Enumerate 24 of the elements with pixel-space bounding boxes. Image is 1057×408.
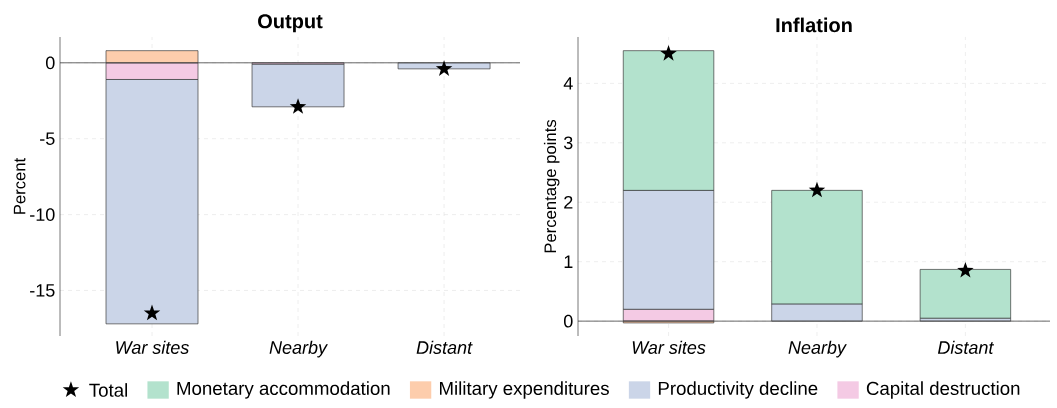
chart-title: Output bbox=[258, 14, 323, 33]
y-tick-label: 2 bbox=[564, 195, 573, 209]
y-tick-label: -15 bbox=[30, 284, 55, 297]
y-tick-label: 0 bbox=[45, 56, 55, 70]
x-tick-label: Nearby bbox=[788, 340, 847, 358]
legend-label: Monetary accommodation bbox=[177, 381, 390, 399]
x-tick-label: Distant bbox=[416, 340, 473, 354]
x-tick-label: Nearby bbox=[269, 340, 328, 358]
x-tick-label: War sites bbox=[116, 340, 189, 354]
y-axis-title: Percent bbox=[13, 157, 26, 214]
legend-label: Productivity decline bbox=[658, 381, 818, 399]
y-tick-label: -5 bbox=[40, 132, 55, 145]
y-tick-label: -10 bbox=[30, 208, 55, 221]
legend-label: Military expenditures bbox=[440, 381, 609, 399]
y-tick-label: 4 bbox=[563, 77, 573, 90]
y-tick-label: 1 bbox=[564, 255, 573, 268]
x-tick-label: Distant bbox=[937, 340, 995, 354]
y-tick-label: 3 bbox=[563, 136, 573, 150]
y-axis-title: Percentage points bbox=[543, 119, 560, 253]
legend-label: Total bbox=[89, 383, 128, 397]
y-tick-label: 0 bbox=[564, 314, 573, 328]
x-tick-label: War sites bbox=[632, 340, 706, 354]
legend-label: Capital destruction bbox=[866, 381, 1020, 399]
chart-title: Inflation bbox=[776, 17, 852, 33]
